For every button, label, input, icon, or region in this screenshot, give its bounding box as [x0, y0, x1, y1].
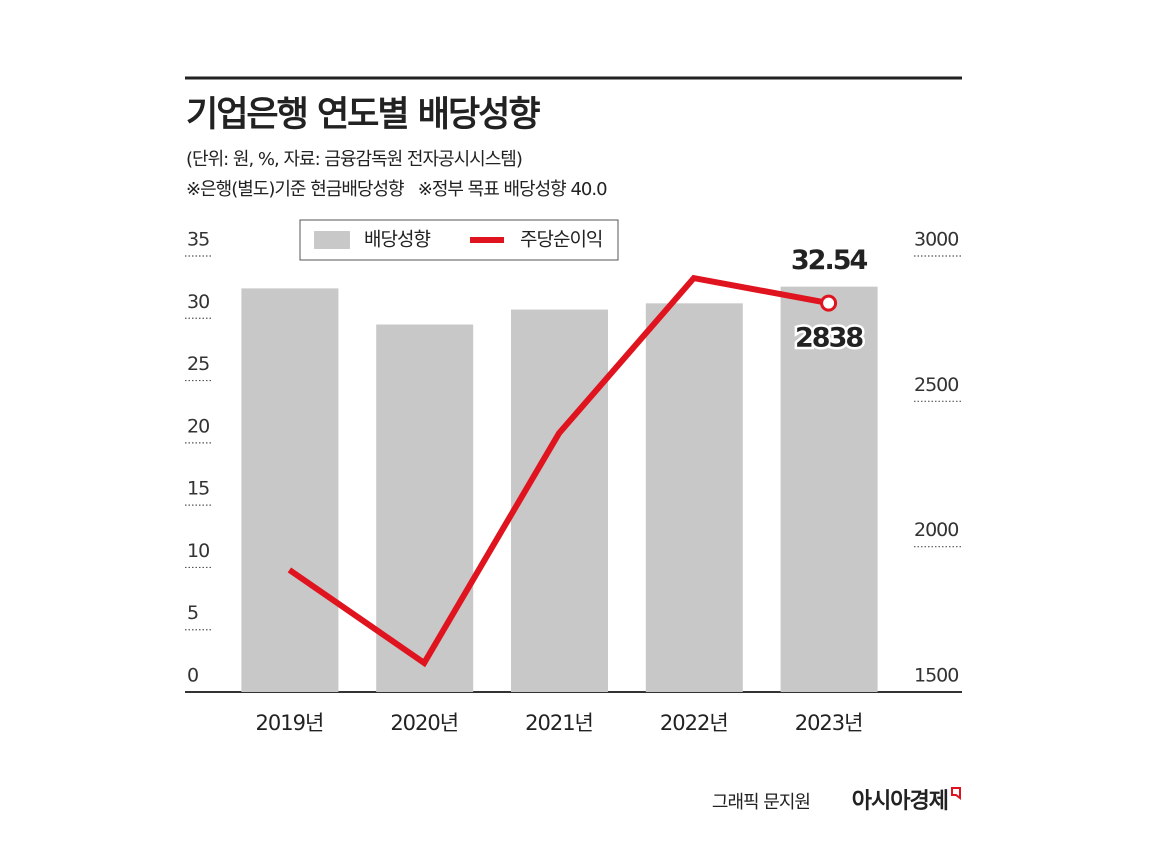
point-marker — [820, 294, 838, 312]
y2-tick-label: 1500 — [914, 665, 958, 687]
bar — [645, 303, 743, 692]
line — [287, 274, 830, 668]
y-tick-label: 5 — [187, 602, 198, 624]
legend-label: 배당성향 — [364, 229, 430, 251]
chart-title: 기업은행 연도별 배당성향 — [186, 95, 540, 135]
y-tick-label: 0 — [187, 665, 198, 687]
legend-swatch — [314, 231, 350, 249]
subtitle: ※은행(별도)기준 현금배당성향 ※정부 목표 배당성향 40.0 — [186, 179, 607, 200]
x-tick-label: 2022년 — [660, 711, 728, 735]
brand-icon — [951, 787, 961, 800]
source-credit: 그래픽 문지원 — [712, 792, 810, 813]
bar — [780, 286, 878, 692]
y-tick-label: 10 — [187, 540, 209, 562]
legend-box — [299, 219, 619, 261]
legend-label: 주당순이익 — [520, 229, 602, 251]
x-tick-label: 2020년 — [390, 711, 458, 735]
y2-tick-label: 2000 — [914, 519, 958, 541]
bar — [511, 309, 608, 692]
y-tick-label: 25 — [187, 353, 209, 375]
data-label: 2838 — [795, 323, 863, 354]
x-tick-label: 2021년 — [525, 711, 593, 735]
y-tick-label: 30 — [187, 291, 209, 313]
x-tick-label: 2023년 — [795, 711, 863, 735]
y2-tick-label: 2500 — [914, 374, 958, 396]
bar — [376, 324, 474, 692]
y-tick-label: 35 — [187, 229, 209, 251]
source-brand: 아시아경제 — [852, 789, 948, 814]
y2-tick-label: 3000 — [914, 229, 958, 251]
bar — [241, 288, 339, 692]
subtitle: (단위: 원, %, 자료: 금융감독원 전자공시시스템) — [186, 149, 522, 170]
y-tick-label: 20 — [187, 415, 209, 437]
y-tick-label: 15 — [187, 478, 209, 500]
data-label: 32.54 — [791, 245, 868, 276]
x-tick-label: 2019년 — [256, 711, 324, 735]
